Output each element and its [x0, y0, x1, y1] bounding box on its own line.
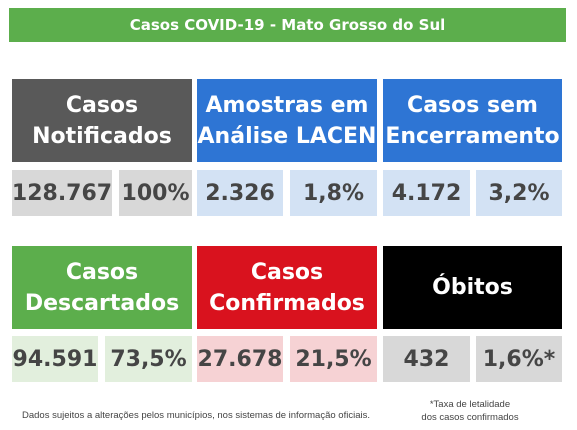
value-casos-descartados: 94.591 [12, 336, 98, 382]
disclaimer-note: Dados sujeitos a alterações pelos municí… [22, 410, 370, 421]
card-casos-confirmados: Casos Confirmados [197, 246, 377, 329]
card-obitos: Óbitos [383, 246, 562, 329]
value-casos-sem-encerramento: 4.172 [383, 170, 470, 216]
page-title: Casos COVID-19 - Mato Grosso do Sul [129, 16, 446, 34]
percent-casos-confirmados: 21,5% [290, 336, 377, 382]
lethality-note-line2: dos casos confirmados [421, 412, 519, 423]
value-amostras-analise-lacen: 2.326 [197, 170, 283, 216]
card-casos-descartados: Casos Descartados [12, 246, 192, 329]
percent-casos-notificados: 100% [119, 170, 192, 216]
value-casos-notificados: 128.767 [12, 170, 112, 216]
percent-obitos: 1,6%* [476, 336, 562, 382]
card-amostras-analise-lacen: Amostras em Análise LACEN [197, 79, 377, 162]
value-casos-confirmados: 27.678 [197, 336, 283, 382]
card-casos-sem-encerramento: Casos sem Encerramento [383, 79, 562, 162]
percent-amostras-analise-lacen: 1,8% [290, 170, 377, 216]
card-casos-notificados: Casos Notificados [12, 79, 192, 162]
percent-casos-sem-encerramento: 3,2% [476, 170, 562, 216]
percent-casos-descartados: 73,5% [105, 336, 192, 382]
value-obitos: 432 [383, 336, 470, 382]
lethality-note: *Taxa de letalidade dos casos confirmado… [405, 398, 535, 424]
lethality-note-line1: *Taxa de letalidade [429, 399, 511, 410]
header-banner: Casos COVID-19 - Mato Grosso do Sul [9, 8, 566, 42]
